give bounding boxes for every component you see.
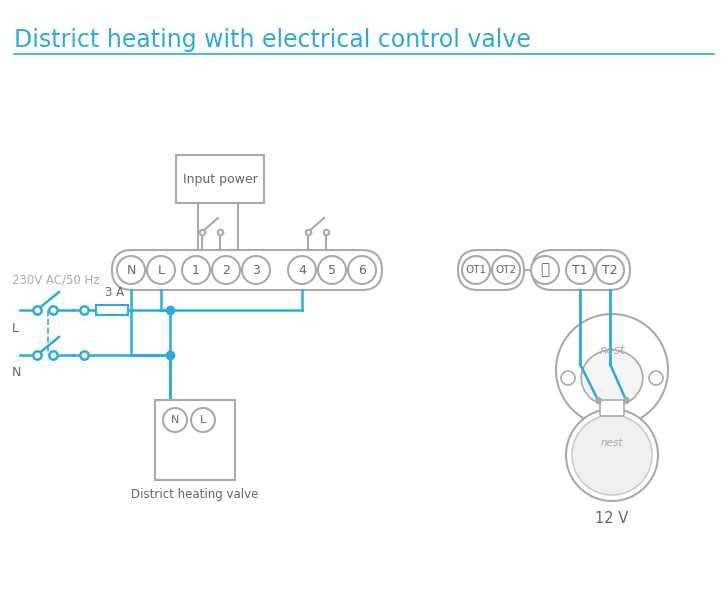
Text: OT1: OT1: [465, 265, 486, 275]
FancyBboxPatch shape: [600, 400, 624, 416]
Ellipse shape: [581, 350, 643, 406]
Text: T2: T2: [602, 264, 618, 276]
Text: N: N: [12, 366, 21, 380]
Text: 3 A: 3 A: [106, 286, 124, 299]
FancyBboxPatch shape: [458, 250, 524, 290]
Text: ⏚: ⏚: [540, 263, 550, 277]
Text: nest: nest: [599, 343, 625, 356]
Text: 1: 1: [192, 264, 200, 276]
Circle shape: [242, 256, 270, 284]
Text: L: L: [12, 321, 19, 334]
Circle shape: [212, 256, 240, 284]
Circle shape: [566, 409, 658, 501]
Text: District heating with electrical control valve: District heating with electrical control…: [14, 28, 531, 52]
Text: District heating valve: District heating valve: [131, 488, 258, 501]
Circle shape: [492, 256, 520, 284]
Text: 230V AC/50 Hz: 230V AC/50 Hz: [12, 273, 100, 286]
Circle shape: [147, 256, 175, 284]
Circle shape: [163, 408, 187, 432]
Circle shape: [561, 371, 575, 385]
Text: L: L: [200, 415, 206, 425]
Circle shape: [462, 256, 490, 284]
Circle shape: [318, 256, 346, 284]
FancyBboxPatch shape: [176, 155, 264, 203]
FancyBboxPatch shape: [532, 250, 630, 290]
Text: 2: 2: [222, 264, 230, 276]
Circle shape: [531, 256, 559, 284]
FancyBboxPatch shape: [112, 250, 382, 290]
Circle shape: [288, 256, 316, 284]
FancyBboxPatch shape: [155, 400, 235, 480]
FancyBboxPatch shape: [96, 305, 128, 315]
Text: OT2: OT2: [496, 265, 517, 275]
Text: L: L: [157, 264, 165, 276]
Text: Input power: Input power: [183, 172, 258, 185]
Text: N: N: [127, 264, 135, 276]
Text: 4: 4: [298, 264, 306, 276]
Circle shape: [572, 415, 652, 495]
Text: 3: 3: [252, 264, 260, 276]
Circle shape: [182, 256, 210, 284]
Text: 5: 5: [328, 264, 336, 276]
Circle shape: [117, 256, 145, 284]
Circle shape: [649, 371, 663, 385]
Circle shape: [566, 256, 594, 284]
Text: N: N: [171, 415, 179, 425]
Text: nest: nest: [601, 438, 623, 448]
Circle shape: [596, 256, 624, 284]
Text: 6: 6: [358, 264, 366, 276]
Circle shape: [348, 256, 376, 284]
Circle shape: [556, 314, 668, 426]
Circle shape: [191, 408, 215, 432]
Text: 12 V: 12 V: [596, 511, 628, 526]
Text: T1: T1: [572, 264, 587, 276]
